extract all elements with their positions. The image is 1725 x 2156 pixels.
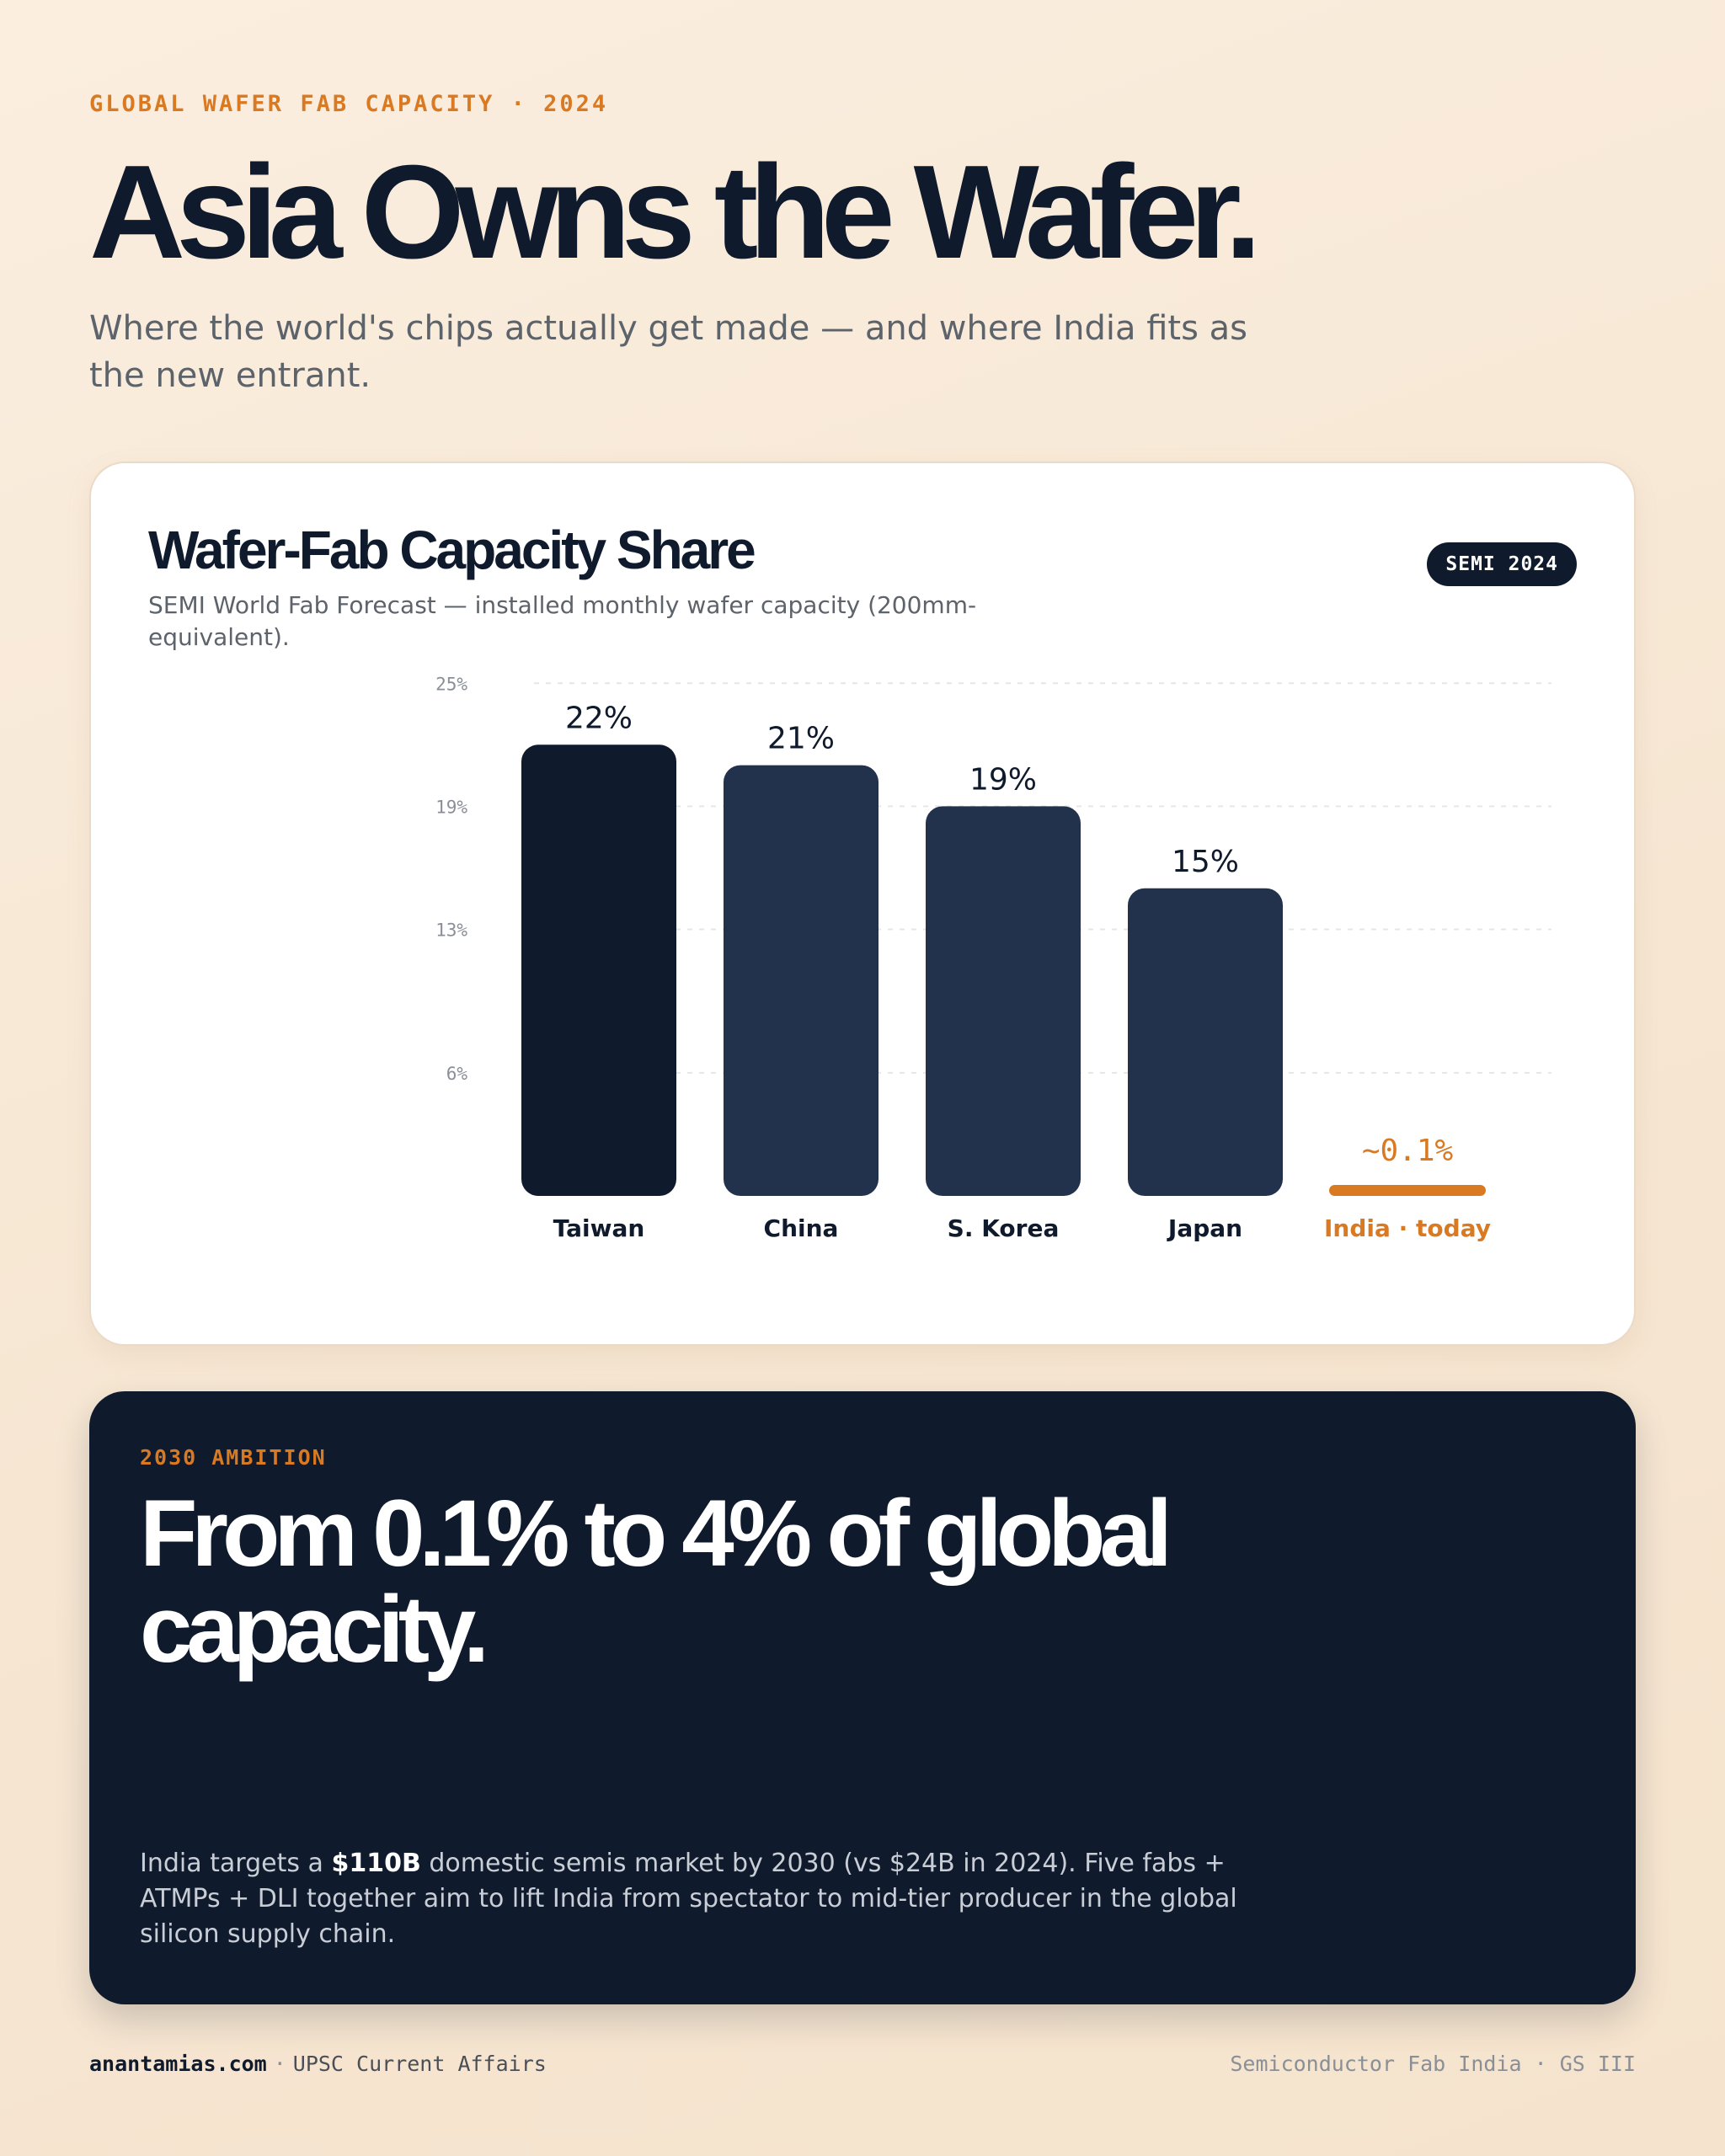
infographic-page: GLOBAL WAFER FAB CAPACITY · 2024 Asia Ow… bbox=[89, 0, 1636, 2156]
category-label: China bbox=[764, 1214, 839, 1242]
category-label: India · today bbox=[1324, 1214, 1491, 1242]
chart-card: Wafer-Fab Capacity Share SEMI World Fab … bbox=[89, 462, 1636, 1346]
page-title: Asia Owns the Wafer. bbox=[89, 138, 1262, 286]
source-badge: SEMI 2024 bbox=[1427, 542, 1577, 586]
bar-4 bbox=[1329, 1185, 1486, 1196]
value-label: ~0.1% bbox=[1362, 1134, 1454, 1168]
category-label: S. Korea bbox=[948, 1214, 1060, 1242]
footer-separator: · bbox=[273, 2052, 286, 2076]
y-tick-label: 13% bbox=[435, 920, 467, 940]
ambition-body-pre: India targets a bbox=[140, 1849, 332, 1878]
ambition-body: India targets a $110B domestic semis mar… bbox=[140, 1846, 1311, 1952]
footer-left: anantamias.com · UPSC Current Affairs bbox=[89, 2052, 547, 2076]
ambition-eyebrow: 2030 AMBITION bbox=[140, 1445, 327, 1470]
footer-right: Semiconductor Fab India · GS III bbox=[1230, 2052, 1636, 2076]
footer-tagline: UPSC Current Affairs bbox=[292, 2052, 547, 2076]
value-label: 21% bbox=[767, 722, 835, 756]
y-tick-label: 19% bbox=[435, 797, 467, 817]
bar-3 bbox=[1128, 888, 1283, 1196]
eyebrow: GLOBAL WAFER FAB CAPACITY · 2024 bbox=[89, 91, 609, 117]
capacity-bar-chart: 25% 19% 13% 6% 22% Taiwan 21% China 19% S. Korea 1… bbox=[435, 674, 1551, 1242]
ambition-headline: From 0.1% to 4% of global capacity. bbox=[140, 1481, 1172, 1682]
ambition-body-post: domestic semis market by 2030 (vs $24B i… bbox=[140, 1849, 1237, 1949]
bar-1 bbox=[724, 765, 879, 1196]
value-label: 22% bbox=[565, 701, 633, 735]
chart-subtitle: SEMI World Fab Forecast — installed mont… bbox=[148, 591, 977, 651]
page-subtitle: Where the world's chips actually get mad… bbox=[89, 309, 1248, 395]
footer-brand-link[interactable]: anantamias.com bbox=[89, 2052, 267, 2076]
value-label: 19% bbox=[969, 762, 1037, 797]
category-label: Japan bbox=[1167, 1214, 1242, 1242]
value-label: 15% bbox=[1172, 845, 1239, 879]
y-tick-label: 25% bbox=[435, 674, 467, 694]
bar-2 bbox=[926, 806, 1081, 1196]
chart-title: Wafer-Fab Capacity Share bbox=[148, 520, 756, 580]
y-tick-label: 6% bbox=[446, 1064, 468, 1084]
bar-0 bbox=[521, 744, 676, 1196]
ambition-card: 2030 AMBITION From 0.1% to 4% of global … bbox=[89, 1391, 1636, 2004]
category-label: Taiwan bbox=[553, 1214, 645, 1242]
ambition-body-bold: $110B bbox=[331, 1849, 421, 1878]
